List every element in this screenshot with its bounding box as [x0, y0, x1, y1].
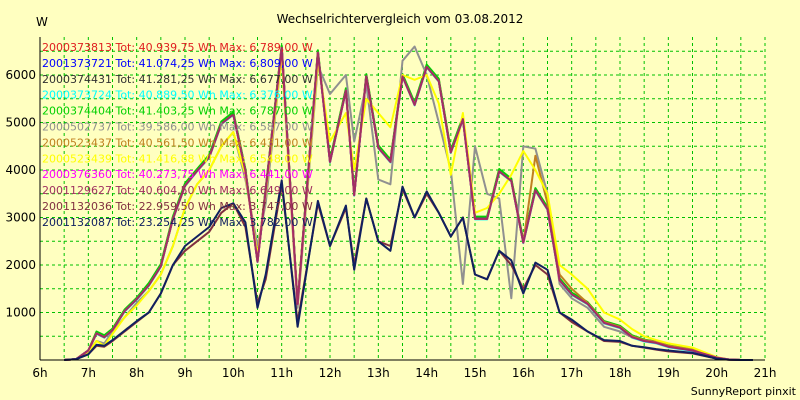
x-tick-label: 19h — [657, 366, 680, 380]
legend-entry-1: 2000373813 Tot: 40.939,75 Wh Max: 6.789,… — [42, 41, 313, 54]
y-tick-label: 2000 — [5, 258, 36, 272]
x-tick-label: 18h — [609, 366, 632, 380]
x-tick-label: 17h — [560, 366, 583, 380]
chart-title: Wechselrichtervergleich vom 03.08.2012 — [277, 12, 524, 26]
x-tick-label: 6h — [32, 366, 47, 380]
legend-entry-5: 2000374404 Tot: 41.403,25 Wh Max: 6.787,… — [42, 105, 313, 118]
y-tick-label: 4000 — [5, 163, 36, 177]
credit-label: SunnyReport pinxit — [691, 385, 797, 398]
legend-entry-11: 2001132036 Tot: 22.959,50 Wh Max: 3.747,… — [42, 200, 313, 213]
x-tick-label: 14h — [415, 366, 438, 380]
y-axis-unit: W — [36, 15, 48, 29]
y-tick-label: 6000 — [5, 68, 36, 82]
x-tick-label: 10h — [222, 366, 245, 380]
legend-entry-6: 2000502737 Tot: 39.586,00 Wh Max: 6.587,… — [42, 121, 313, 134]
legend-entry-12: 2001132087 Tot: 23.254,25 Wh Max: 3.782,… — [42, 216, 313, 229]
y-tick-label: 1000 — [5, 306, 36, 320]
legend-entry-9: 2000376360 Tot: 40.273,75 Wh Max: 6.441,… — [42, 168, 313, 181]
legend-entry-4: 2000373724 Tot: 40.889,50 Wh Max: 6.376,… — [42, 89, 313, 102]
series-line-8 — [64, 55, 753, 361]
x-tick-label: 11h — [270, 366, 293, 380]
tick-labels: 6h 7h 8h 9h 10h 11h 12h 13h 14h 15h 16h 17h 18h 19h 20… — [5, 68, 776, 380]
legend-entry-2: 2001373721 Tot: 41.074,25 Wh Max: 6.809,… — [42, 57, 313, 70]
axes — [39, 37, 765, 361]
x-tick-label: 8h — [129, 366, 144, 380]
x-tick-label: 12h — [319, 366, 342, 380]
x-tick-label: 20h — [705, 366, 728, 380]
legend: 2000373813 Tot: 40.939,75 Wh Max: 6.789,… — [42, 41, 313, 229]
x-tick-label: 7h — [81, 366, 96, 380]
y-tick-label: 3000 — [5, 211, 36, 225]
series-line-12 — [64, 179, 753, 361]
x-tick-label: 13h — [367, 366, 390, 380]
x-tick-label: 9h — [177, 366, 192, 380]
legend-entry-3: 2000374431 Tot: 41.281,25 Wh Max: 6.677,… — [42, 73, 313, 86]
series-group — [64, 44, 753, 361]
x-tick-label: 15h — [464, 366, 487, 380]
x-tick-label: 21h — [754, 366, 777, 380]
x-tick-label: 16h — [512, 366, 535, 380]
series-line-10 — [64, 46, 753, 361]
legend-entry-10: 2001129627 Tot: 40.604,50 Wh Max: 6.649,… — [42, 184, 313, 197]
legend-entry-7: 2000523437 Tot: 40.561,50 Wh Max: 6.431,… — [42, 136, 313, 149]
y-tick-label: 5000 — [5, 116, 36, 130]
legend-entry-8: 2000523439 Tot: 41.416,88 Wh Max: 6.548,… — [42, 152, 313, 165]
